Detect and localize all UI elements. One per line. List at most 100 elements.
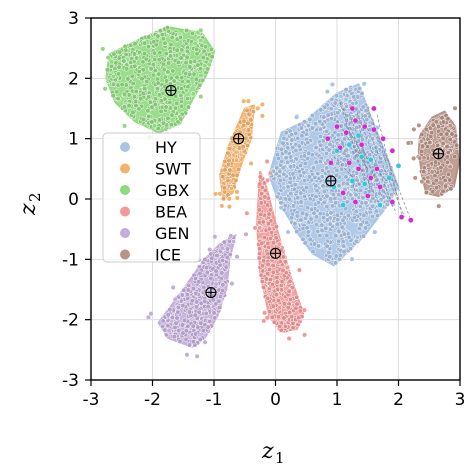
cluster-outlier (262, 310, 268, 316)
cluster-point (161, 67, 167, 73)
cluster-point (311, 210, 317, 216)
cluster-point (315, 243, 322, 249)
cluster-outlier (234, 254, 240, 260)
cluster-point (440, 135, 446, 141)
cluster-point (269, 314, 275, 320)
cluster-point (148, 66, 154, 72)
cluster-outlier (302, 332, 308, 338)
cluster-outlier (425, 162, 431, 168)
cluster-outlier (412, 175, 418, 181)
cluster-point (274, 194, 280, 200)
cluster-point (160, 36, 166, 42)
cluster-point (123, 66, 130, 72)
cluster-point (333, 233, 339, 239)
cluster-point (315, 200, 321, 206)
cluster-point (257, 174, 263, 180)
cluster-point (152, 56, 158, 63)
cluster-outlier (217, 191, 223, 197)
cluster-point (259, 184, 265, 190)
cluster-point (340, 243, 347, 249)
cluster-point (156, 92, 163, 98)
overlay-point (377, 184, 383, 190)
cluster-outlier (170, 284, 176, 291)
cluster-outlier (411, 126, 417, 132)
cluster-point (275, 298, 282, 304)
cluster-point (167, 99, 173, 106)
overlay-point (371, 105, 377, 112)
overlay-point (343, 129, 350, 136)
overlay-point (328, 159, 334, 166)
y-tick-label: 0 (68, 190, 79, 210)
cluster-point (123, 47, 129, 53)
cluster-point (338, 100, 344, 106)
cluster-point (203, 310, 209, 316)
cluster-point (301, 193, 307, 199)
cluster-outlier (296, 267, 302, 273)
cluster-outlier (267, 170, 273, 176)
cluster-outlier (429, 169, 435, 175)
overlay-point (352, 199, 359, 205)
cluster-point (273, 224, 279, 230)
cluster-point (193, 331, 199, 337)
cluster-point (173, 320, 179, 326)
overlay-point (398, 214, 405, 220)
cluster-point (259, 191, 265, 197)
center-marker-hy (325, 175, 337, 187)
cluster-point (157, 28, 163, 34)
cluster-point (305, 205, 311, 211)
cluster-point (143, 56, 149, 62)
cluster-point (246, 131, 252, 137)
cluster-point (145, 44, 152, 50)
cluster-point (185, 104, 191, 110)
cluster-point (168, 122, 174, 128)
cluster-point (444, 131, 450, 137)
cluster-point (225, 150, 231, 156)
cluster-point (256, 255, 262, 261)
cluster-outlier (198, 94, 204, 100)
cluster-point (336, 238, 342, 244)
cluster-point (313, 183, 319, 189)
cluster-point (213, 268, 219, 274)
cluster-point (351, 214, 357, 220)
connector-line (342, 108, 375, 188)
cluster-outlier (212, 234, 218, 240)
cluster-outlier (372, 229, 378, 235)
cluster-point (289, 314, 295, 320)
cluster-point (322, 104, 328, 110)
cluster-outlier (172, 296, 178, 302)
cluster-point (323, 151, 330, 157)
cluster-point (294, 229, 300, 235)
cluster-point (373, 208, 379, 214)
cluster-point (178, 55, 184, 61)
cluster-point (268, 235, 274, 242)
cluster-outlier (425, 175, 431, 181)
cluster-point (281, 315, 287, 321)
cluster-point (200, 328, 206, 334)
cluster-point (178, 103, 185, 109)
cluster-point (364, 165, 370, 171)
cluster-point (278, 146, 284, 152)
cluster-point (335, 217, 341, 223)
cluster-point (288, 296, 294, 303)
cluster-point (420, 143, 426, 149)
x-tick-label: -2 (144, 390, 161, 410)
overlay-point (358, 141, 365, 148)
cluster-point (330, 203, 336, 209)
cluster-point (302, 161, 308, 167)
cluster-point (343, 174, 349, 180)
cluster-outlier (202, 63, 208, 69)
cluster-point (175, 59, 181, 65)
cluster-point (110, 81, 117, 87)
cluster-point (219, 270, 225, 276)
overlay-point (346, 159, 353, 166)
cluster-point (261, 234, 268, 241)
cluster-point (339, 224, 345, 230)
cluster-point (209, 54, 215, 60)
cluster-point (364, 117, 370, 123)
cluster-point (324, 128, 330, 134)
x-axis-label: z 1 (261, 439, 285, 467)
cluster-outlier (110, 73, 116, 80)
cluster-point (335, 132, 341, 138)
cluster-point (310, 165, 316, 171)
x-tick-label: -1 (206, 390, 223, 410)
